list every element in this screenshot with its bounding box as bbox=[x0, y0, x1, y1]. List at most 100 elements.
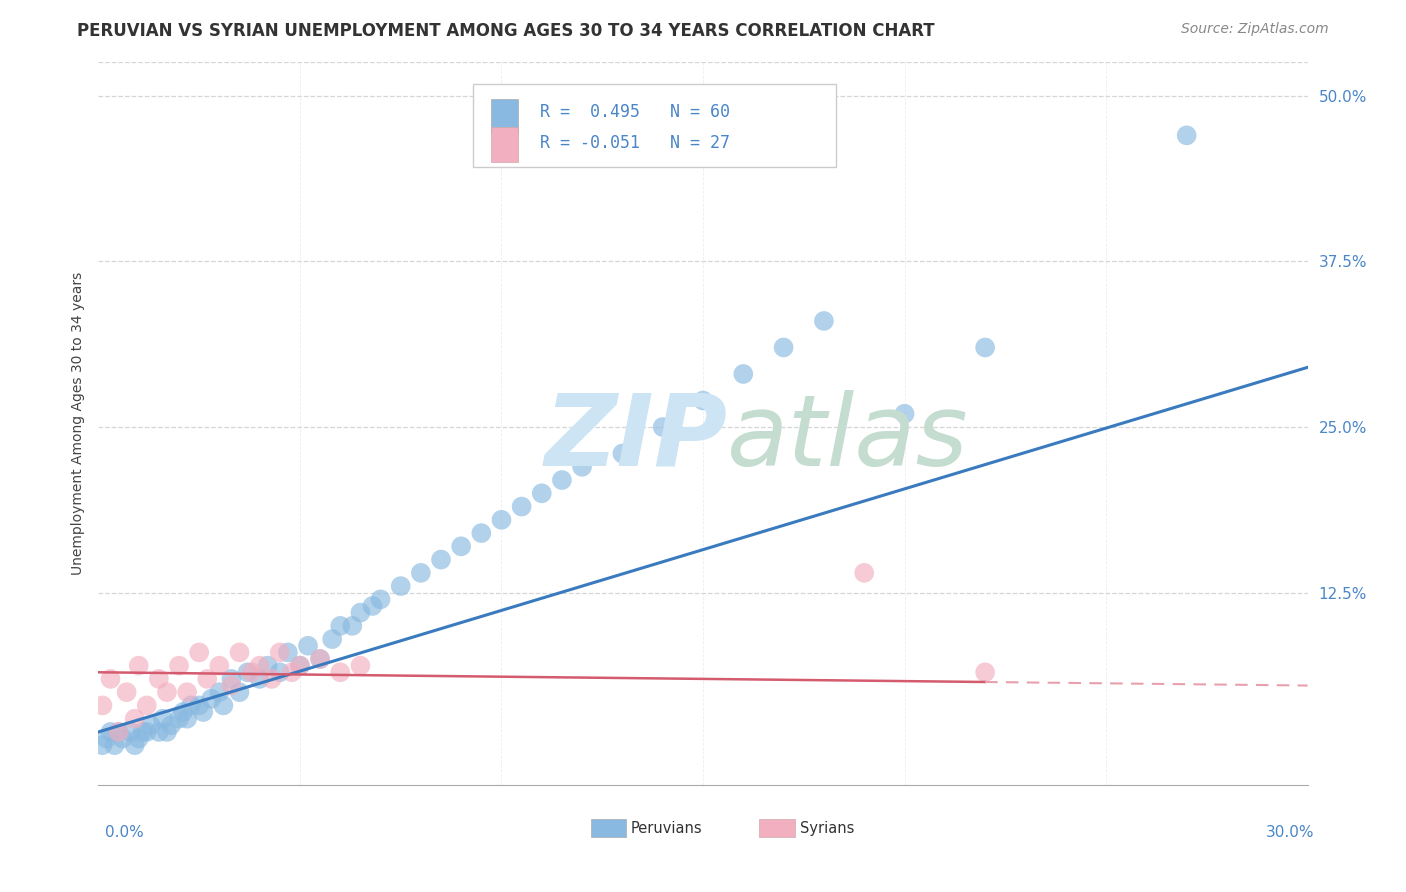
Point bbox=[120, 725, 142, 739]
Point bbox=[329, 619, 352, 633]
FancyBboxPatch shape bbox=[591, 819, 626, 837]
Text: 30.0%: 30.0% bbox=[1267, 825, 1315, 840]
Point bbox=[491, 513, 513, 527]
Point bbox=[974, 341, 997, 355]
Point bbox=[309, 652, 332, 666]
Point bbox=[221, 672, 243, 686]
Point bbox=[176, 685, 198, 699]
Point bbox=[321, 632, 343, 647]
Point bbox=[167, 658, 190, 673]
Point bbox=[240, 665, 263, 680]
Point bbox=[160, 718, 183, 732]
Point bbox=[100, 672, 122, 686]
Point bbox=[167, 712, 190, 726]
Point bbox=[510, 500, 533, 514]
Point bbox=[103, 738, 125, 752]
Text: Syrians: Syrians bbox=[800, 822, 853, 836]
Point bbox=[135, 698, 157, 713]
Point bbox=[612, 446, 634, 460]
Point bbox=[188, 645, 211, 659]
Point bbox=[249, 658, 271, 673]
Point bbox=[813, 314, 835, 328]
Point bbox=[100, 725, 122, 739]
Point bbox=[156, 685, 179, 699]
Point bbox=[176, 712, 198, 726]
Point bbox=[212, 698, 235, 713]
Point bbox=[853, 566, 876, 580]
Point bbox=[180, 698, 202, 713]
Point bbox=[107, 725, 129, 739]
Point bbox=[772, 341, 794, 355]
Point bbox=[277, 645, 299, 659]
Point bbox=[195, 672, 218, 686]
Point bbox=[135, 725, 157, 739]
Point bbox=[370, 592, 392, 607]
Point bbox=[124, 738, 146, 752]
Point bbox=[256, 658, 278, 673]
Point bbox=[893, 407, 915, 421]
Point bbox=[651, 420, 673, 434]
Point bbox=[288, 658, 311, 673]
Point bbox=[124, 712, 146, 726]
Point bbox=[208, 685, 231, 699]
Text: Peruvians: Peruvians bbox=[631, 822, 703, 836]
Point bbox=[288, 658, 311, 673]
Point bbox=[193, 705, 215, 719]
Point bbox=[530, 486, 553, 500]
Point bbox=[208, 658, 231, 673]
Text: R = -0.051   N = 27: R = -0.051 N = 27 bbox=[540, 135, 730, 153]
Text: PERUVIAN VS SYRIAN UNEMPLOYMENT AMONG AGES 30 TO 34 YEARS CORRELATION CHART: PERUVIAN VS SYRIAN UNEMPLOYMENT AMONG AG… bbox=[77, 22, 935, 40]
Point bbox=[128, 658, 150, 673]
Text: ZIP: ZIP bbox=[544, 390, 727, 487]
Point bbox=[450, 539, 472, 553]
FancyBboxPatch shape bbox=[759, 819, 794, 837]
Point bbox=[260, 672, 283, 686]
Point bbox=[309, 652, 332, 666]
Point bbox=[269, 645, 291, 659]
Text: R =  0.495   N = 60: R = 0.495 N = 60 bbox=[540, 103, 730, 120]
Point bbox=[236, 665, 259, 680]
Point bbox=[107, 725, 129, 739]
Point bbox=[571, 459, 593, 474]
Point bbox=[132, 725, 155, 739]
Point bbox=[349, 606, 371, 620]
Point bbox=[228, 685, 250, 699]
Point bbox=[470, 526, 492, 541]
Point bbox=[692, 393, 714, 408]
Point bbox=[221, 679, 243, 693]
Point bbox=[91, 738, 114, 752]
Point bbox=[249, 672, 271, 686]
Point bbox=[430, 552, 453, 566]
Point bbox=[148, 725, 170, 739]
Point bbox=[389, 579, 412, 593]
Text: 0.0%: 0.0% bbox=[105, 825, 145, 840]
Point bbox=[329, 665, 352, 680]
Point bbox=[91, 698, 114, 713]
Point bbox=[269, 665, 291, 680]
FancyBboxPatch shape bbox=[492, 99, 517, 133]
Y-axis label: Unemployment Among Ages 30 to 34 years: Unemployment Among Ages 30 to 34 years bbox=[70, 272, 84, 575]
Point bbox=[115, 685, 138, 699]
Point bbox=[361, 599, 384, 613]
Point bbox=[172, 705, 194, 719]
Point bbox=[281, 665, 304, 680]
Point bbox=[1175, 128, 1198, 143]
Point bbox=[297, 639, 319, 653]
Point bbox=[152, 712, 174, 726]
Point bbox=[733, 367, 755, 381]
Point bbox=[96, 731, 118, 746]
Point bbox=[139, 718, 162, 732]
Point bbox=[228, 645, 250, 659]
Point bbox=[156, 725, 179, 739]
Point bbox=[128, 731, 150, 746]
Point bbox=[349, 658, 371, 673]
Point bbox=[551, 473, 574, 487]
Point bbox=[200, 691, 222, 706]
FancyBboxPatch shape bbox=[474, 84, 837, 167]
FancyBboxPatch shape bbox=[492, 128, 517, 162]
Point bbox=[342, 619, 364, 633]
Point bbox=[111, 731, 134, 746]
Text: Source: ZipAtlas.com: Source: ZipAtlas.com bbox=[1181, 22, 1329, 37]
Text: atlas: atlas bbox=[727, 390, 969, 487]
Point bbox=[974, 665, 997, 680]
